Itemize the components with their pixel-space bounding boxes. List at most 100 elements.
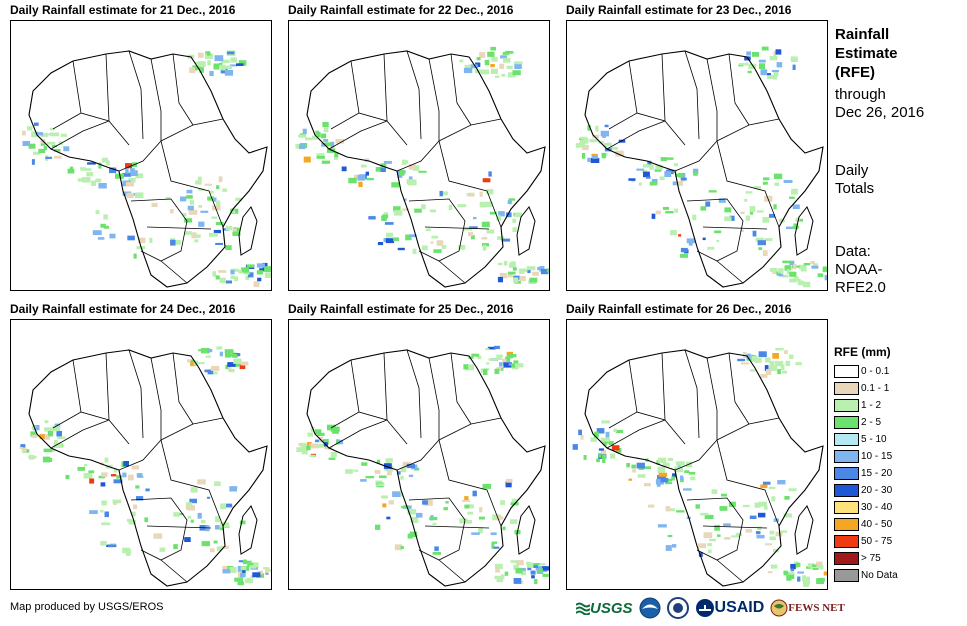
rain-cell — [728, 501, 736, 507]
legend-label: 2 - 5 — [861, 417, 882, 428]
rain-cell — [40, 133, 49, 137]
rainfall-field — [22, 50, 271, 288]
legend-title: RFE (mm) — [834, 345, 891, 359]
legend-label: 50 - 75 — [861, 536, 893, 547]
rain-cell — [215, 200, 221, 207]
rain-cell — [257, 277, 262, 282]
rain-cell — [464, 496, 469, 500]
rain-cell — [300, 444, 306, 448]
rain-cell — [654, 169, 662, 172]
rain-cell — [374, 469, 381, 474]
map-panel-21: Daily Rainfall estimate for 21 Dec., 201… — [10, 3, 272, 293]
rain-cell — [230, 57, 237, 63]
map-panel-26: Daily Rainfall estimate for 26 Dec., 201… — [566, 302, 828, 592]
country-border — [408, 198, 466, 262]
rain-cell — [229, 64, 238, 67]
rain-cell — [429, 516, 438, 521]
rain-cell — [773, 518, 779, 522]
rain-cell — [596, 458, 600, 463]
rain-cell — [457, 204, 467, 208]
rain-cell — [432, 551, 441, 555]
rain-cell — [771, 69, 779, 73]
legend-item: 40 - 50 — [834, 516, 954, 533]
rain-cell — [429, 209, 436, 213]
rain-cell — [592, 134, 600, 139]
rain-cell — [700, 512, 709, 516]
rain-cell — [402, 159, 407, 165]
rain-cell — [459, 518, 468, 524]
rain-cell — [299, 144, 306, 150]
rain-cell — [33, 425, 40, 431]
rain-cell — [381, 495, 388, 499]
rain-cell — [672, 473, 677, 478]
rain-cell — [512, 70, 521, 76]
rain-cell — [790, 56, 798, 62]
rain-cell — [51, 144, 57, 148]
rain-cell — [473, 216, 477, 220]
rain-cell — [240, 361, 249, 366]
rain-cell — [745, 62, 749, 66]
rain-cell — [165, 196, 171, 200]
rain-cell — [762, 217, 770, 223]
rain-cell — [497, 236, 505, 240]
country-border — [160, 260, 188, 284]
rain-cell — [462, 499, 470, 502]
rain-cell — [27, 126, 33, 131]
panel-title: Daily Rainfall estimate for 26 Dec., 201… — [566, 302, 792, 316]
rain-cell — [229, 567, 237, 573]
rain-cell — [209, 548, 215, 553]
rain-cell — [335, 439, 340, 445]
title-line: Rainfall — [835, 26, 890, 43]
rain-cell — [407, 179, 417, 186]
legend-label: 40 - 50 — [861, 519, 893, 530]
rain-cell — [479, 191, 483, 197]
rain-cell — [501, 73, 506, 77]
rain-cell — [57, 436, 66, 440]
legend-swatch — [834, 501, 859, 514]
rain-cell — [128, 177, 136, 183]
rain-cell — [264, 272, 271, 278]
rain-cell — [592, 155, 598, 159]
rain-cell — [100, 482, 106, 487]
rain-cell — [406, 463, 415, 469]
madagascar-outline — [238, 505, 258, 555]
rain-cell — [222, 569, 231, 574]
rain-cell — [643, 171, 650, 178]
rain-cell — [483, 369, 488, 375]
rain-cell — [662, 462, 670, 467]
rain-cell — [87, 162, 96, 165]
rain-cell — [226, 51, 235, 55]
rain-cell — [225, 280, 232, 284]
country-border — [383, 352, 388, 421]
rain-cell — [189, 498, 197, 504]
rain-cell — [197, 52, 204, 58]
rain-cell — [580, 136, 587, 140]
rain-cell — [703, 532, 713, 539]
rain-cell — [392, 491, 401, 497]
rain-cell — [244, 579, 254, 584]
rain-cell — [770, 564, 778, 569]
rain-cell — [399, 169, 405, 176]
rain-cell — [482, 244, 487, 251]
rain-cell — [218, 176, 223, 183]
rain-cell — [778, 218, 785, 223]
rainfall-map — [288, 319, 550, 590]
rain-cell — [192, 65, 202, 70]
rain-cell — [469, 226, 478, 229]
rain-cell — [30, 431, 37, 437]
rain-cell — [206, 496, 211, 499]
rain-cell — [377, 242, 384, 246]
rain-cell — [613, 428, 617, 433]
rain-cell — [644, 466, 651, 469]
rain-cell — [777, 480, 786, 485]
through-date: through Dec 26, 2016 — [835, 86, 924, 122]
rain-cell — [481, 221, 490, 228]
rain-cell — [765, 369, 772, 375]
rainfall-map — [10, 319, 272, 590]
rain-cell — [125, 168, 129, 174]
country-border — [606, 120, 666, 150]
rain-cell — [425, 228, 431, 232]
rain-cell — [578, 429, 582, 436]
rain-cell — [113, 479, 123, 484]
rain-cell — [794, 276, 799, 281]
